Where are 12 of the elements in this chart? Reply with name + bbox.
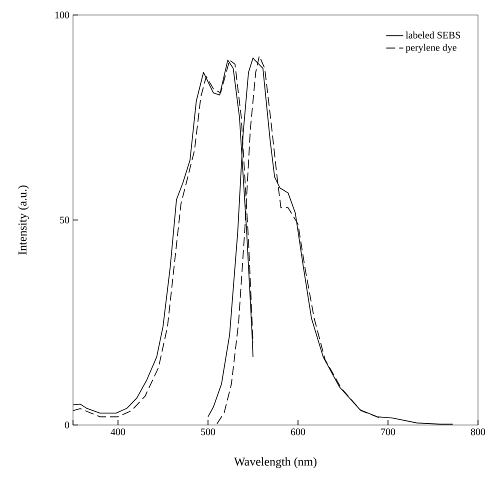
y-tick-label: 50 — [60, 216, 70, 224]
x-tick-label: 800 — [470, 428, 486, 436]
x-tick-label: 700 — [381, 428, 396, 436]
y-tick-label: 100 — [55, 12, 70, 18]
legend-label: perylene dye — [406, 44, 456, 53]
x-tick-label: 500 — [201, 428, 216, 436]
x-tick-label: 600 — [290, 428, 306, 436]
x-axis-title: Wavelength (nm) — [234, 457, 316, 468]
y-tick-label: 0 — [64, 422, 70, 428]
y-axis-title: Intensity (a.u.) — [18, 186, 29, 255]
x-tick-label: 400 — [110, 428, 126, 436]
legend-label: labeled SEBS — [406, 31, 460, 38]
